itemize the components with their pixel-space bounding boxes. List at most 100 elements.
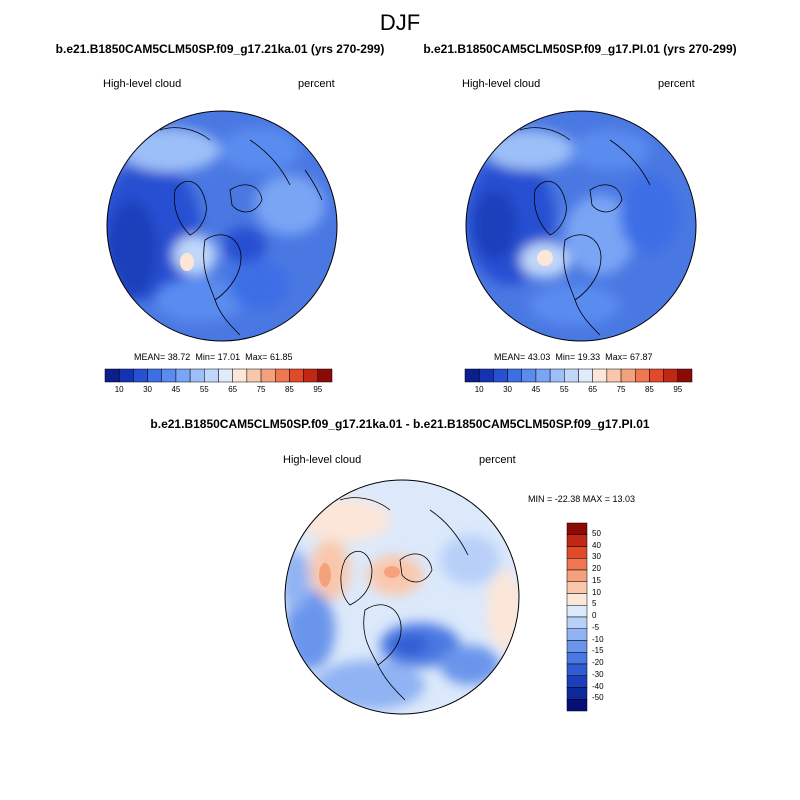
colorbar-swatch	[566, 593, 588, 606]
figure-title: DJF	[379, 10, 421, 35]
colorbar-swatch	[232, 368, 248, 383]
colorbar-swatch	[189, 368, 205, 383]
colorbar-tick-label: 10	[592, 587, 601, 597]
panel-21ka-stats: MEAN= 38.72 Min= 17.01 Max= 61.85	[134, 352, 292, 362]
colorbar-tick-label: 40	[592, 540, 601, 550]
min-label: Min=	[555, 352, 576, 362]
colorbar-swatch	[260, 368, 276, 383]
colorbar-swatch	[133, 368, 148, 383]
colorbar-tick-label: -40	[592, 681, 604, 691]
colorbar-swatch	[218, 368, 233, 383]
colorbar-swatch	[566, 616, 588, 629]
colorbar-swatch	[578, 368, 593, 383]
colorbar-difference	[566, 522, 588, 712]
colorbar-tick-label: 55	[559, 385, 569, 394]
coastlines-21ka	[159, 127, 323, 336]
colorbar-swatch	[566, 605, 588, 618]
colorbar-swatch	[566, 534, 588, 547]
colorbar-tick-label: 20	[592, 564, 601, 573]
colorbar-tick-label: 65	[588, 385, 598, 394]
colorbar-tick-label: 15	[592, 575, 601, 585]
panel-21ka-variable-label: High-level cloud	[103, 78, 182, 90]
panel-21ka-units-label: percent	[298, 78, 335, 90]
colorbar-swatch	[303, 368, 319, 383]
map-21ka	[106, 110, 338, 342]
colorbar-swatch	[204, 368, 219, 383]
colorbar-tick-label: 65	[228, 385, 238, 394]
colorbar-swatch	[478, 368, 494, 383]
panel-diff-variable-label: High-level cloud	[283, 454, 362, 466]
mean-label: MEAN=	[134, 352, 166, 362]
min-label: Min=	[195, 352, 216, 362]
colorbar-tick-label: 85	[284, 385, 294, 394]
colorbar-tick-label: 50	[592, 528, 601, 538]
colorbar-swatch	[118, 368, 134, 383]
colorbar-tick-label: 95	[673, 385, 683, 394]
colorbar-tick-label: 5	[592, 599, 597, 609]
panel-pi-stats: MEAN= 43.03 Min= 19.33 Max= 67.87	[494, 352, 652, 362]
map-difference	[284, 479, 520, 715]
colorbar-swatch	[521, 368, 537, 383]
colorbar-tick-label: -5	[592, 622, 600, 632]
colorbar-swatch	[175, 368, 191, 383]
colorbar-swatch	[566, 628, 588, 641]
colorbar-swatch	[317, 368, 333, 383]
colorbar-tick-label: 95	[313, 385, 323, 394]
mean-value: 43.03	[527, 352, 551, 362]
colorbar-tick-label: -15	[592, 646, 604, 656]
min-value: 17.01	[217, 352, 241, 362]
colorbar-tick-label: -30	[592, 669, 604, 679]
colorbar-swatch	[535, 368, 551, 383]
mean-value: 38.72	[167, 352, 191, 362]
panel-pi-variable-label: High-level cloud	[462, 78, 541, 90]
colorbar-swatch	[549, 368, 565, 383]
colorbar-swatch	[566, 569, 588, 582]
colorbar-swatch	[507, 368, 522, 383]
colorbar-swatch	[663, 368, 679, 383]
colorbar-21ka	[104, 368, 333, 383]
colorbar-swatch	[620, 368, 636, 383]
min-value: 19.33	[577, 352, 601, 362]
colorbar-tick-label: 10	[114, 385, 124, 394]
coastlines-pi	[519, 127, 651, 336]
colorbar-tick-label: 45	[531, 385, 541, 394]
colorbar-swatch	[566, 546, 588, 559]
panel-title-difference: b.e21.B1850CAM5CLM50SP.f09_g17.21ka.01 -…	[150, 417, 650, 431]
colorbar-swatch	[493, 368, 508, 383]
colorbar-swatch	[104, 368, 120, 383]
panel-diff-stats: MIN = -22.38 MAX = 13.03	[528, 494, 636, 504]
colorbar-swatch	[566, 581, 588, 594]
colorbar-swatch	[289, 368, 304, 383]
colorbar-tick-label: 75	[256, 385, 266, 394]
colorbar-tick-label: 10	[474, 385, 484, 394]
panel-title-21ka: b.e21.B1850CAM5CLM50SP.f09_g17.21ka.01 (…	[55, 42, 385, 56]
colorbar-tick-label: -20	[592, 658, 604, 667]
colorbar-tick-label: 0	[592, 611, 597, 620]
colorbar-tick-label: -50	[592, 693, 604, 703]
panel-pi-units-label: percent	[658, 78, 695, 90]
colorbar-swatch	[566, 687, 588, 700]
colorbar-tick-label: 30	[503, 385, 513, 394]
colorbar-swatch	[566, 675, 588, 688]
colorbar-swatch	[464, 368, 480, 383]
colorbar-tick-label: -10	[592, 634, 604, 644]
colorbar-swatch	[566, 699, 588, 712]
colorbar-swatch	[275, 368, 290, 383]
coastlines-diff	[339, 497, 469, 701]
colorbar-pi	[464, 368, 693, 383]
max-label: Max=	[245, 352, 268, 362]
colorbar-swatch	[635, 368, 650, 383]
max-value: 67.87	[629, 352, 653, 362]
colorbar-swatch	[677, 368, 693, 383]
colorbar-swatch	[592, 368, 608, 383]
colorbar-swatch	[566, 558, 588, 571]
max-label: Max=	[605, 352, 628, 362]
map-pi	[465, 110, 697, 342]
colorbar-swatch	[161, 368, 177, 383]
colorbar-swatch	[566, 640, 588, 653]
panel-diff-units-label: percent	[479, 454, 516, 466]
colorbar-swatch	[649, 368, 664, 383]
colorbar-swatch	[566, 522, 588, 535]
colorbar-tick-label: 30	[592, 552, 601, 562]
